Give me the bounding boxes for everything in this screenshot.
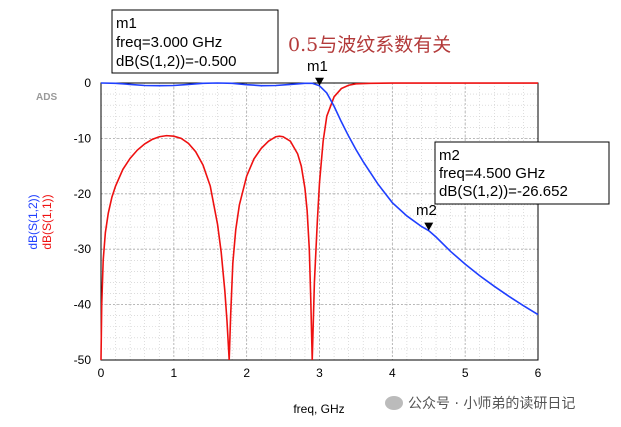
y-tick-label: -50 (74, 353, 92, 367)
x-tick-label: 4 (389, 366, 396, 380)
x-tick-labels: 0 1 2 3 4 5 6 (98, 366, 542, 380)
series-line-s11 (100, 82, 538, 361)
y-tick-label: -30 (74, 242, 92, 256)
ripple-annotation: 0.5与波纹系数有关 (288, 34, 452, 56)
marker-m2-triangle[interactable] (424, 222, 434, 231)
y-tick-label: -20 (74, 187, 92, 201)
x-tick-label: 5 (462, 366, 469, 380)
marker-m1-readout-box (111, 9, 279, 74)
marker-m1-readout-line2: freq=3.000 GHz (116, 34, 222, 51)
marker-m1-readout-line1: m1 (116, 15, 137, 32)
x-tick-label: 0 (98, 366, 105, 380)
marker-m1-label: m1 (307, 58, 328, 75)
watermark: 公众号 · 小师弟的读研日记 (385, 393, 575, 413)
x-tick-label: 2 (243, 366, 250, 380)
x-tick-label: 1 (170, 366, 177, 380)
y-axis-label-s11: dB(S(1,1)) (40, 194, 54, 249)
x-tick-label: 6 (535, 366, 542, 380)
marker-m1-readout: m1 freq=3.000 GHz dB(S(1,2))=-0.500 (111, 9, 279, 74)
marker-m1[interactable]: m1 (307, 58, 328, 86)
marker-m2-readout-box (434, 141, 610, 205)
wechat-icon (385, 396, 403, 410)
y-tick-label: -40 (74, 298, 92, 312)
x-axis-label: freq, GHz (293, 402, 344, 416)
y-tick-label: 0 (84, 76, 91, 90)
marker-m2-readout-line2: freq=4.500 GHz (439, 165, 545, 182)
plot-grid (100, 82, 539, 361)
y-axis-label-s12: dB(S(1,2)) (26, 194, 40, 249)
y-tick-label: -10 (74, 131, 92, 145)
series-line-s12 (100, 82, 539, 316)
marker-m2-readout-line3: dB(S(1,2))=-26.652 (439, 183, 568, 200)
y-tick-labels: 0 -10 -20 -30 -40 -50 (74, 76, 92, 367)
marker-m2[interactable]: m2 (416, 202, 437, 231)
marker-m2-readout: m2 freq=4.500 GHz dB(S(1,2))=-26.652 (434, 141, 610, 205)
x-tick-label: 3 (316, 366, 323, 380)
marker-m1-readout-line3: dB(S(1,2))=-0.500 (116, 53, 236, 70)
marker-m1-triangle[interactable] (315, 77, 324, 86)
marker-m2-readout-line1: m2 (439, 147, 460, 164)
software-tag: ADS (36, 92, 57, 103)
watermark-text: 公众号 · 小师弟的读研日记 (408, 396, 576, 412)
marker-m2-label: m2 (416, 202, 437, 219)
